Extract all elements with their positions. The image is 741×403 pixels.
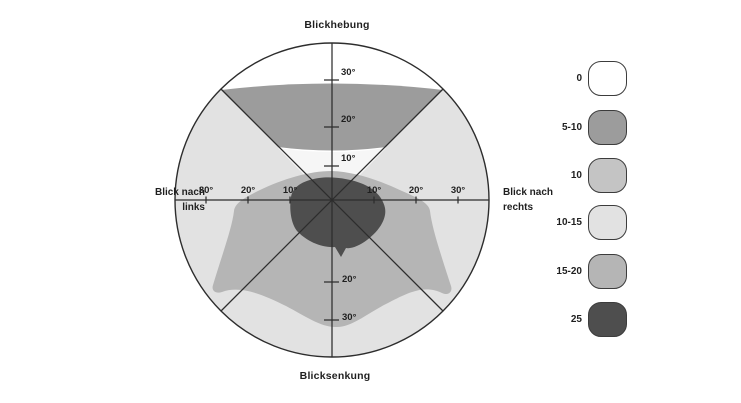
label-gaze-right-line2: rechts (503, 202, 534, 213)
legend-label-25: 25 (570, 313, 582, 325)
legend-item-0: 0 (540, 60, 627, 96)
legend-swatch-10-15 (588, 204, 627, 240)
axis-label-v-bottom-20: 20° (342, 274, 357, 285)
label-gaze-right: Blick nach rechts (503, 185, 603, 215)
legend-swatch-25 (588, 301, 627, 337)
label-gaze-right-line1: Blick nach (503, 187, 554, 198)
legend-label-10: 10 (570, 169, 582, 181)
legend-label-5-10: 5-10 (561, 121, 582, 133)
legend-swatch-15-20 (588, 253, 627, 289)
axis-label-h-right-30: 30° (450, 185, 466, 196)
legend-label-0: 0 (576, 72, 582, 84)
legend-label-10-15: 10-15 (556, 216, 582, 228)
legend-swatch-0 (588, 60, 627, 96)
legend-swatch-10 (588, 157, 627, 193)
title-gaze-elevation: Blickhebung (304, 19, 370, 31)
axis-lines (175, 43, 489, 357)
axis-label-v-top-10: 10° (341, 153, 356, 164)
legend-item-5-10: 5-10 (540, 109, 627, 145)
axis-label-v-top-20: 20° (341, 114, 356, 125)
diagonal-axis-ne-sw (220, 88, 444, 312)
legend-label-15-20: 15-20 (556, 265, 582, 277)
label-gaze-left: Blick nach links (105, 185, 205, 215)
label-gaze-left-line1: Blick nach (154, 187, 205, 198)
axis-label-v-top-30: 30° (341, 67, 356, 78)
axis-label-h-left-20: 20° (240, 185, 256, 196)
legend-item-10-15: 10-15 (540, 204, 627, 240)
legend-item-25: 25 (540, 301, 627, 337)
field-circle-outline (174, 42, 490, 358)
axis-label-h-left-10: 10° (282, 185, 298, 196)
title-gaze-depression: Blicksenkung (299, 370, 371, 382)
legend-swatch-5-10 (588, 109, 627, 145)
region-central-field (290, 177, 386, 257)
axis-label-h-left-30: 30° (198, 185, 214, 196)
legend-item-10: 10 (540, 157, 627, 193)
label-gaze-left-line2: links (182, 202, 205, 213)
axis-label-h-right-20: 20° (408, 185, 424, 196)
axis-label-h-right-10: 10° (366, 185, 382, 196)
legend-item-15-20: 15-20 (540, 253, 627, 289)
axis-label-v-bottom-30: 30° (342, 312, 357, 323)
